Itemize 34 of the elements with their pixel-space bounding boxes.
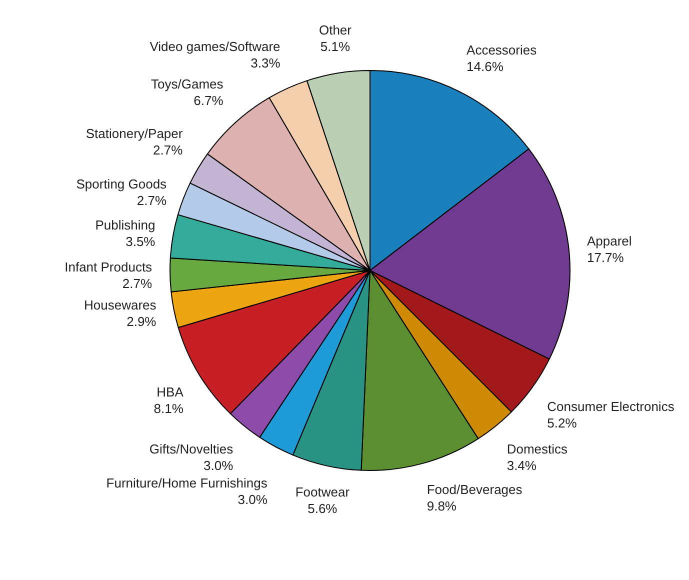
- data-label: 2.7%: [136, 192, 167, 208]
- data-label: 3.0%: [204, 458, 234, 473]
- slice-label: Food/Beverages: [426, 482, 523, 498]
- slice-label: Infant Products: [64, 260, 153, 275]
- slice-label: Other: [318, 22, 352, 38]
- data-label: 2.7%: [122, 276, 152, 292]
- slice-label: Stationery/Paper: [86, 126, 184, 142]
- data-label: 3.5%: [126, 234, 156, 249]
- data-label: 2.9%: [126, 314, 157, 330]
- slice-label: Footwear: [295, 484, 350, 500]
- slice-label: Apparel: [586, 234, 632, 249]
- data-label: 8.1%: [154, 400, 184, 416]
- data-label: 2.7%: [153, 142, 184, 158]
- slice-label: Furniture/Home Furnishings: [106, 475, 268, 490]
- data-label: 6.7%: [194, 93, 224, 108]
- slice-label: Publishing: [95, 217, 156, 232]
- data-label: 14.6%: [466, 58, 504, 74]
- slice-label: Video games/Software: [150, 39, 280, 54]
- data-label: 5.6%: [308, 501, 338, 516]
- slice-label: HBA: [156, 384, 184, 400]
- slice-label: Toys/Games: [151, 76, 224, 92]
- slice-label: Consumer Electronics: [547, 398, 675, 414]
- data-label: 5.2%: [547, 415, 578, 430]
- data-label: 3.0%: [238, 492, 268, 507]
- slice-label: Gifts/Novelties: [149, 441, 234, 456]
- data-label: 3.4%: [506, 458, 537, 473]
- data-label: 5.1%: [320, 39, 350, 54]
- data-label: 9.8%: [426, 498, 457, 514]
- slice-label: Domestics: [506, 441, 568, 456]
- slice-label: Housewares: [84, 298, 157, 313]
- slice-label: Sporting Goods: [76, 176, 168, 192]
- data-label: 3.3%: [250, 56, 281, 71]
- data-label: 17.7%: [586, 250, 624, 266]
- slice-label: Accessories: [466, 42, 538, 58]
